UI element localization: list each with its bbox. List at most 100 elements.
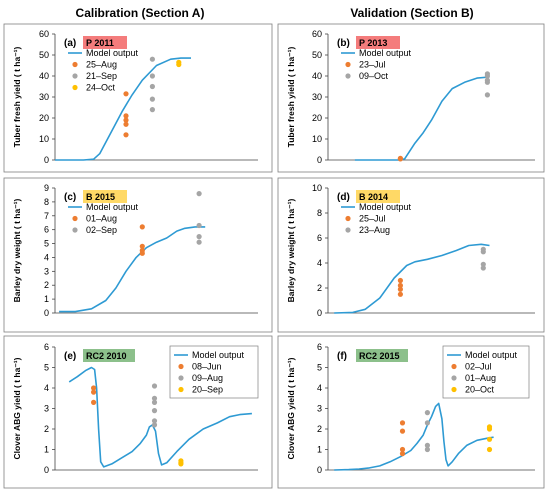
data-point [196, 222, 202, 229]
panel-tag: B 2014 [359, 192, 388, 202]
legend-swatch-point [72, 61, 78, 68]
data-point [178, 461, 184, 467]
legend-swatch-point [178, 375, 184, 381]
legend-label-model: Model output [192, 350, 245, 360]
panel-tag-bg [83, 190, 127, 203]
legend-label: 23–Jul [359, 60, 386, 70]
data-point [484, 79, 490, 85]
panel-a: 0 10 20 30 40 50 60 Tuber fresh yield ( t ha⁻¹)… [3, 23, 273, 173]
data-point [399, 428, 406, 434]
legend-swatch-point [451, 375, 457, 381]
legend-label: 02–Sep [86, 225, 117, 235]
y-tick-label: 4 [317, 383, 322, 393]
y-axis-label: Barley dry weight ( t ha⁻¹) [286, 198, 296, 302]
panel-label: (c) [64, 192, 76, 203]
y-tick-label: 2 [317, 424, 322, 434]
data-point [91, 399, 97, 405]
y-tick-label: 0 [44, 465, 49, 475]
data-point [123, 121, 129, 127]
legend-label: 20–Oct [465, 385, 495, 395]
data-point [151, 408, 158, 414]
y-tick-label: 6 [317, 342, 322, 352]
y-tick-label: 4 [317, 258, 322, 268]
y-tick-label: 6 [44, 342, 49, 352]
data-point [399, 451, 406, 457]
column-title-right: Validation (Section B) [350, 6, 473, 20]
y-tick-label: 2 [44, 424, 49, 434]
legend-swatch-point [345, 61, 351, 68]
legend-swatch-point [72, 215, 78, 222]
model-output-line [334, 402, 494, 471]
data-point [123, 132, 129, 138]
legend-label: 09–Aug [192, 373, 223, 383]
data-point [123, 117, 129, 123]
data-point [397, 156, 403, 162]
y-tick-label: 5 [317, 363, 322, 373]
data-point [484, 92, 490, 98]
legend-swatch-point [345, 73, 351, 79]
panel-frame [277, 177, 545, 333]
panel-c: 0 1 2 3 4 5 6 7 8 9 Barley dry weight ( t ha⁻¹) (c)… [3, 177, 273, 333]
legend-label-model: Model output [359, 48, 412, 58]
panel-tag-bg [83, 349, 135, 362]
data-point [123, 113, 129, 119]
data-point [151, 422, 158, 428]
data-point [399, 446, 406, 453]
legend-label: 08–Jun [192, 362, 222, 372]
legend-label: 20–Sep [192, 385, 223, 395]
legend-label: 25–Jul [359, 214, 386, 224]
data-point [399, 420, 406, 426]
panel-tag-bg [356, 36, 400, 49]
data-point [151, 399, 158, 405]
panel-tag: B 2015 [86, 192, 115, 202]
y-tick-label: 2 [44, 280, 49, 290]
legend-label: 21–Sep [86, 71, 117, 81]
data-point [196, 191, 202, 197]
data-point [139, 224, 145, 230]
legend-label-model: Model output [359, 202, 412, 212]
model-output-line [334, 243, 490, 314]
panel-tag: P 2011 [86, 38, 114, 48]
panel-frame [277, 23, 545, 173]
y-tick-label: 60 [312, 29, 322, 39]
legend-label: 02–Jul [465, 362, 492, 372]
data-point [480, 265, 486, 271]
legend-label: 01–Aug [465, 373, 496, 383]
panel-frame [3, 177, 273, 333]
y-tick-label: 8 [317, 208, 322, 218]
y-tick-label: 4 [44, 252, 49, 262]
legend-label-model: Model output [86, 48, 139, 58]
y-tick-label: 6 [317, 233, 322, 243]
data-point [139, 250, 145, 256]
legend-label: 25–Aug [86, 60, 117, 70]
data-point [424, 442, 430, 448]
model-output-line [55, 57, 191, 161]
data-point [480, 261, 486, 267]
y-tick-label: 40 [312, 71, 322, 81]
panel-label: (b) [337, 38, 350, 49]
y-tick-label: 0 [44, 155, 49, 165]
data-point [149, 107, 155, 113]
legend-swatch-point [72, 73, 78, 79]
data-point [149, 73, 155, 79]
y-tick-label: 1 [44, 294, 49, 304]
y-axis-label: Tuber fresh yield ( t ha⁻¹) [12, 46, 22, 147]
y-tick-label: 5 [44, 239, 49, 249]
data-point [397, 282, 403, 289]
data-point [91, 385, 97, 391]
legend-label: 23–Aug [359, 225, 390, 235]
y-tick-label: 1 [44, 445, 49, 455]
column-title-left: Calibration (Section A) [76, 6, 205, 20]
y-axis-label: Tuber fresh yield ( t ha⁻¹) [286, 46, 296, 147]
y-tick-label: 20 [312, 113, 322, 123]
y-tick-label: 9 [44, 183, 49, 193]
y-tick-label: 50 [312, 50, 322, 60]
data-point [196, 239, 202, 245]
panel-d: 0 2 4 6 8 10 Barley dry weight ( t ha⁻¹) (d) B 2… [277, 177, 545, 333]
data-point [196, 234, 202, 240]
y-tick-label: 30 [39, 92, 49, 102]
